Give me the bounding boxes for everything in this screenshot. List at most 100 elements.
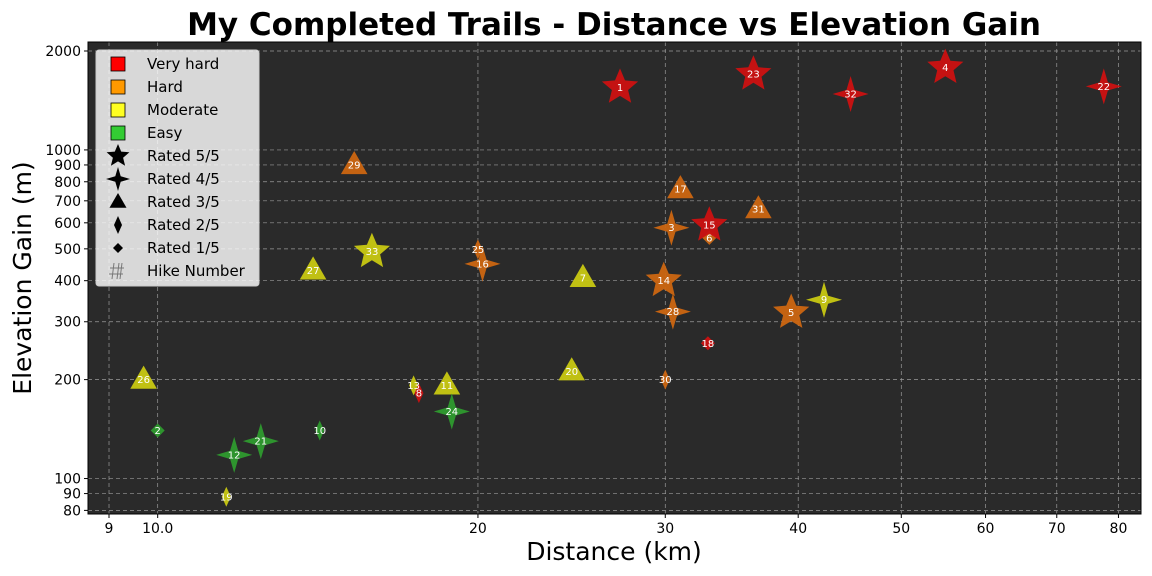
hike-number-label: 2 [154,426,160,437]
plot-frame [87,41,1142,515]
legend-label: Moderate [147,101,218,119]
trail-point: 21 [242,423,279,460]
legend-hash-icon [109,262,124,280]
trail-marker [660,369,670,390]
trail-point: 1 [601,68,639,103]
trail-point: 33 [353,232,390,268]
hike-number-label: 33 [366,247,379,258]
trail-marker [340,151,368,175]
x-tick-label: 9 [105,521,114,537]
hike-number-label: 32 [844,89,857,100]
trail-point: 28 [654,293,691,330]
hike-number-label: 3 [668,223,674,234]
trail-point: 16 [464,245,501,282]
trail-marker [667,175,694,199]
legend-item: Very hard [110,55,219,73]
legend-item: Hard [110,78,183,96]
hike-number-label: 10 [313,426,326,437]
trail-marker [927,48,964,83]
trail-point: 11 [433,371,461,395]
trail-marker [773,293,810,328]
hike-number-label: 14 [657,276,670,287]
trail-point: 19 [220,486,233,507]
hike-number-label: 13 [407,381,420,392]
hike-number-label: 9 [821,295,827,306]
trail-point: 26 [130,365,157,389]
axis-ticks: 9 10.0 20 30 40 50 60 70 80809010020030040050060… [45,44,1127,537]
trail-marker [299,256,327,280]
trail-point: 22 [1085,68,1122,105]
legend-item: Easy [110,124,182,142]
trail-point: 2 [150,423,165,438]
hike-number-label: 19 [220,492,233,503]
hike-number-label: 12 [228,450,241,461]
hike-number-label: 29 [348,160,361,171]
trail-point: 32 [832,76,869,112]
hike-number-label: 1 [617,83,623,94]
chart-title: My Completed Trails - Distance vs Elevat… [187,7,1041,43]
trail-point: 7 [569,263,597,287]
x-tick-label: 20 [469,521,487,537]
trail-point: 30 [659,369,672,390]
x-tick-label: 60 [977,521,995,537]
y-tick-label: 90 [63,487,81,503]
trail-marker [409,375,419,396]
legend-label: Rated 5/5 [147,147,220,165]
legend-label: Rated 1/5 [147,239,220,257]
y-tick-label: 400 [54,274,81,290]
y-tick-label: 700 [54,194,81,210]
x-tick-label: 70 [1048,521,1066,537]
y-tick-label: 1000 [45,143,81,159]
x-tick-label: 80 [1110,521,1128,537]
legend-item: Moderate [110,101,218,119]
hike-number-label: 17 [674,185,687,196]
trail-marker [654,293,691,330]
legend-shape-marker [106,167,130,191]
legend-label: Rated 3/5 [147,193,220,211]
hike-number-label: 27 [307,266,320,277]
legend-box [95,49,260,287]
trail-marker [691,206,728,241]
y-tick-label: 100 [54,472,81,488]
x-tick-label: 30 [656,521,674,537]
legend-item: Rated 1/5 [113,239,220,257]
y-tick-label: 500 [54,242,81,258]
trail-marker [473,239,483,260]
trail-marker [315,420,325,441]
x-tick-label: 10.0 [142,521,173,537]
trail-point: 23 [735,55,772,90]
legend-shape-marker [114,216,122,234]
y-tick-label: 300 [54,315,81,331]
x-axis-label: Distance (km) [526,537,702,566]
trail-marker [464,245,501,282]
trail-point: 3 [653,209,690,246]
grid-lines [88,42,1141,514]
legend-label: Rated 2/5 [147,216,220,234]
hike-number-label: 18 [702,339,715,350]
hash-stroke [111,262,115,280]
legend-label: Easy [147,124,182,142]
hike-number-label: 24 [445,407,458,418]
y-tick-label: 2000 [45,44,81,60]
trail-marker [216,436,253,473]
trail-point: 12 [216,436,253,473]
legend-item: Rated 2/5 [114,216,220,234]
trail-marker [745,195,772,219]
x-tick-label: 50 [892,521,910,537]
trail-marker [433,393,470,430]
hike-number-label: 23 [747,70,760,81]
hike-number-label: 25 [472,245,485,256]
hike-number-label: 16 [476,259,489,270]
y-tick-label: 800 [54,175,81,191]
legend-color-swatch [110,125,126,141]
hike-number-label: 5 [788,308,794,319]
y-tick-label: 200 [54,373,81,389]
trail-point: 24 [433,393,470,430]
y-tick-label: 600 [54,216,81,232]
trail-point: 18 [700,336,715,351]
legend-label: Hard [147,78,183,96]
trail-point: 5 [773,293,810,328]
y-tick-label: 900 [54,158,81,174]
trail-point: 31 [745,195,772,219]
